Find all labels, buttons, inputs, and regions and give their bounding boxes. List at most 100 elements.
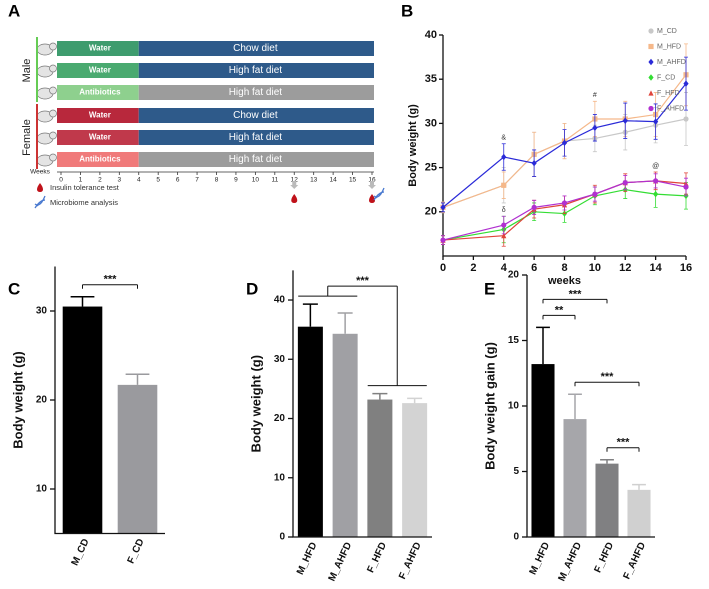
series-line xyxy=(442,74,687,208)
annotation: δ xyxy=(502,207,506,214)
legend-marker xyxy=(648,90,654,96)
marker xyxy=(653,190,659,198)
marker xyxy=(440,204,446,211)
significance-bracket xyxy=(606,447,640,452)
mouse-head xyxy=(49,42,57,51)
bar xyxy=(627,489,651,537)
x-tick-label: 16 xyxy=(680,262,692,274)
week-tick-label: 5 xyxy=(156,177,160,184)
significance-bracket xyxy=(574,381,640,387)
week-tick-label: 0 xyxy=(59,177,63,184)
marker xyxy=(683,116,689,122)
week-tick-label: 2 xyxy=(98,177,102,184)
marker xyxy=(592,124,598,132)
panel-label: C xyxy=(8,279,20,298)
group-label: Male xyxy=(21,59,33,83)
x-tick-label: 4 xyxy=(501,262,508,274)
diet-box xyxy=(138,63,374,78)
treatment-box xyxy=(57,108,139,123)
x-axis-title: weeks xyxy=(547,275,581,287)
significance-bracket xyxy=(542,298,608,304)
time-arrow xyxy=(290,181,299,189)
significance-label: *** xyxy=(569,288,583,300)
y-tick-label: 15 xyxy=(508,335,520,346)
series-line xyxy=(442,83,687,208)
y-axis-title: Body weight (g) xyxy=(407,104,419,187)
error-bar xyxy=(536,326,550,365)
legend-label: F_AHFD xyxy=(657,105,684,112)
y-tick-label: 5 xyxy=(513,466,519,477)
panel-label: B xyxy=(401,1,413,20)
marker xyxy=(622,117,628,124)
panel-label: D xyxy=(246,279,258,298)
diet-box xyxy=(138,41,374,56)
x-tick-label: F_AHFD xyxy=(397,541,424,581)
drop-icon xyxy=(37,183,43,192)
legend-label: M_HFD xyxy=(657,43,681,50)
y-tick-label: 10 xyxy=(274,472,286,483)
x-tick-label: M_CD xyxy=(70,537,92,567)
marker xyxy=(683,184,689,190)
week-tick-label: 9 xyxy=(234,177,238,184)
legend-label: F_HFD xyxy=(657,90,680,97)
mouse-head xyxy=(49,153,57,162)
treatment-label: Water xyxy=(89,133,111,142)
treatment-label: Water xyxy=(89,66,111,75)
x-tick-label: M_AHFD xyxy=(557,541,585,583)
significance-label: *** xyxy=(617,437,631,449)
bar xyxy=(332,333,358,537)
week-axis-label: Weeks xyxy=(30,169,50,176)
week-tick-label: 16 xyxy=(368,177,376,184)
marker xyxy=(501,182,507,188)
marker xyxy=(653,178,659,184)
x-tick-label: F_AHFD xyxy=(621,541,648,581)
marker xyxy=(501,222,507,228)
week-tick-label: 11 xyxy=(271,177,278,184)
marker xyxy=(561,139,568,147)
panel-label: A xyxy=(8,1,20,20)
marker xyxy=(592,191,598,197)
dna-icon xyxy=(34,195,46,209)
y-tick-label: 30 xyxy=(425,117,437,129)
error-bar xyxy=(302,303,318,327)
week-tick-label: 14 xyxy=(330,177,338,184)
time-arrow xyxy=(368,181,376,189)
y-axis-title: Body weight gain (g) xyxy=(482,342,497,470)
y-tick-label: 20 xyxy=(274,413,286,424)
treatment-box xyxy=(57,63,139,78)
mouse-head xyxy=(49,131,57,140)
treatment-label: Antibiotics xyxy=(79,155,121,164)
y-tick-label: 35 xyxy=(425,73,437,85)
axis-line xyxy=(292,270,432,538)
error-bar xyxy=(372,392,388,400)
diet-label: Chow diet xyxy=(233,110,278,121)
week-tick-label: 3 xyxy=(118,177,122,184)
error-bar xyxy=(632,483,646,490)
y-tick-label: 10 xyxy=(508,401,520,412)
week-tick-label: 7 xyxy=(195,177,199,184)
mouse-head xyxy=(49,64,57,73)
mouse-head xyxy=(49,86,57,95)
y-axis-title: Body weight (g) xyxy=(248,355,263,453)
significance-bracket xyxy=(542,314,576,320)
bar xyxy=(367,399,393,537)
significance-label: *** xyxy=(104,274,118,286)
marker xyxy=(653,118,659,125)
week-tick-label: 10 xyxy=(252,177,260,184)
axis-line xyxy=(54,266,165,535)
marker xyxy=(683,80,689,87)
bar xyxy=(595,463,619,537)
treatment-box xyxy=(57,152,139,167)
week-tick-label: 15 xyxy=(349,177,357,184)
y-tick-label: 25 xyxy=(425,162,437,174)
y-tick-label: 40 xyxy=(274,295,286,306)
x-tick-label: 6 xyxy=(531,262,537,274)
diet-label: High fat diet xyxy=(229,132,283,143)
marker xyxy=(501,233,507,239)
error-bar xyxy=(600,458,614,464)
marker xyxy=(531,204,537,210)
significance-label: ** xyxy=(555,304,564,316)
y-tick-label: 10 xyxy=(36,484,48,495)
error-bar xyxy=(407,397,423,404)
